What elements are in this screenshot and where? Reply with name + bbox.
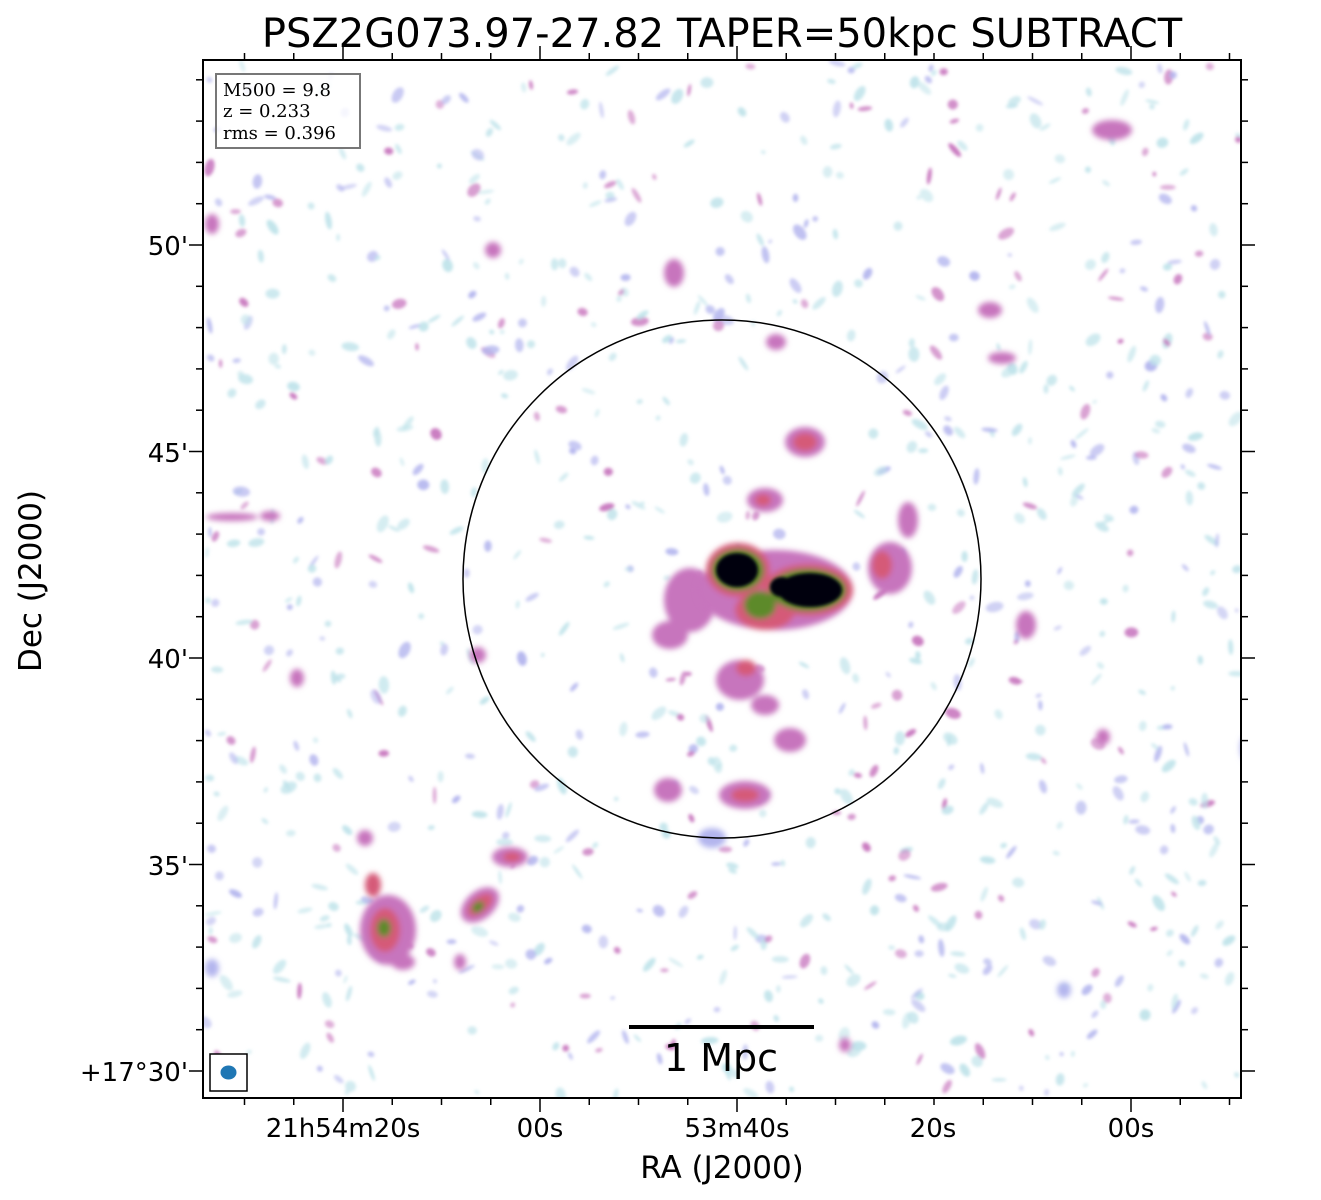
info-mass: M500 = 9.8 <box>223 80 331 101</box>
y-axis-label: Dec (J2000) <box>13 490 49 672</box>
r500-circle <box>462 319 982 839</box>
y-tick-label: 35' <box>148 852 188 882</box>
axes-frame <box>202 59 1242 1099</box>
scattered-blobs <box>205 120 1241 1052</box>
info-box: M500 = 9.8 z = 0.233 rms = 0.396 <box>215 73 361 149</box>
x-tick-label: 00s <box>1108 1114 1155 1144</box>
lower-left-sources <box>360 847 528 970</box>
y-tick-label: +17°30' <box>80 1058 188 1088</box>
x-tick-label: 21h54m20s <box>266 1114 421 1144</box>
x-tick-label: 53m40s <box>684 1114 789 1144</box>
axis-ticks <box>189 46 1255 1112</box>
y-tick-label: 50' <box>148 232 188 262</box>
y-tick-label: 45' <box>148 439 188 469</box>
figure-title: PSZ2G073.97-27.82 TAPER=50kpc SUBTRACT <box>262 11 1183 57</box>
beam-indicator <box>209 1053 248 1092</box>
x-tick-label: 00s <box>517 1114 564 1144</box>
x-tick-labels: 21h54m20s 00s 53m40s 20s 00s <box>266 1114 1155 1144</box>
y-tick-labels: 50' 45' 40' 35' +17°30' <box>80 232 188 1088</box>
scale-bar-label: 1 Mpc <box>664 1036 778 1080</box>
info-redshift: z = 0.233 <box>223 101 311 122</box>
info-rms: rms = 0.396 <box>223 123 336 144</box>
y-tick-label: 40' <box>148 645 188 675</box>
x-tick-label: 20s <box>910 1114 957 1144</box>
noise-speckles <box>203 60 1241 1098</box>
image-area <box>203 60 1241 1098</box>
central-bright-sources <box>697 543 853 630</box>
x-axis-label: RA (J2000) <box>640 1150 804 1186</box>
